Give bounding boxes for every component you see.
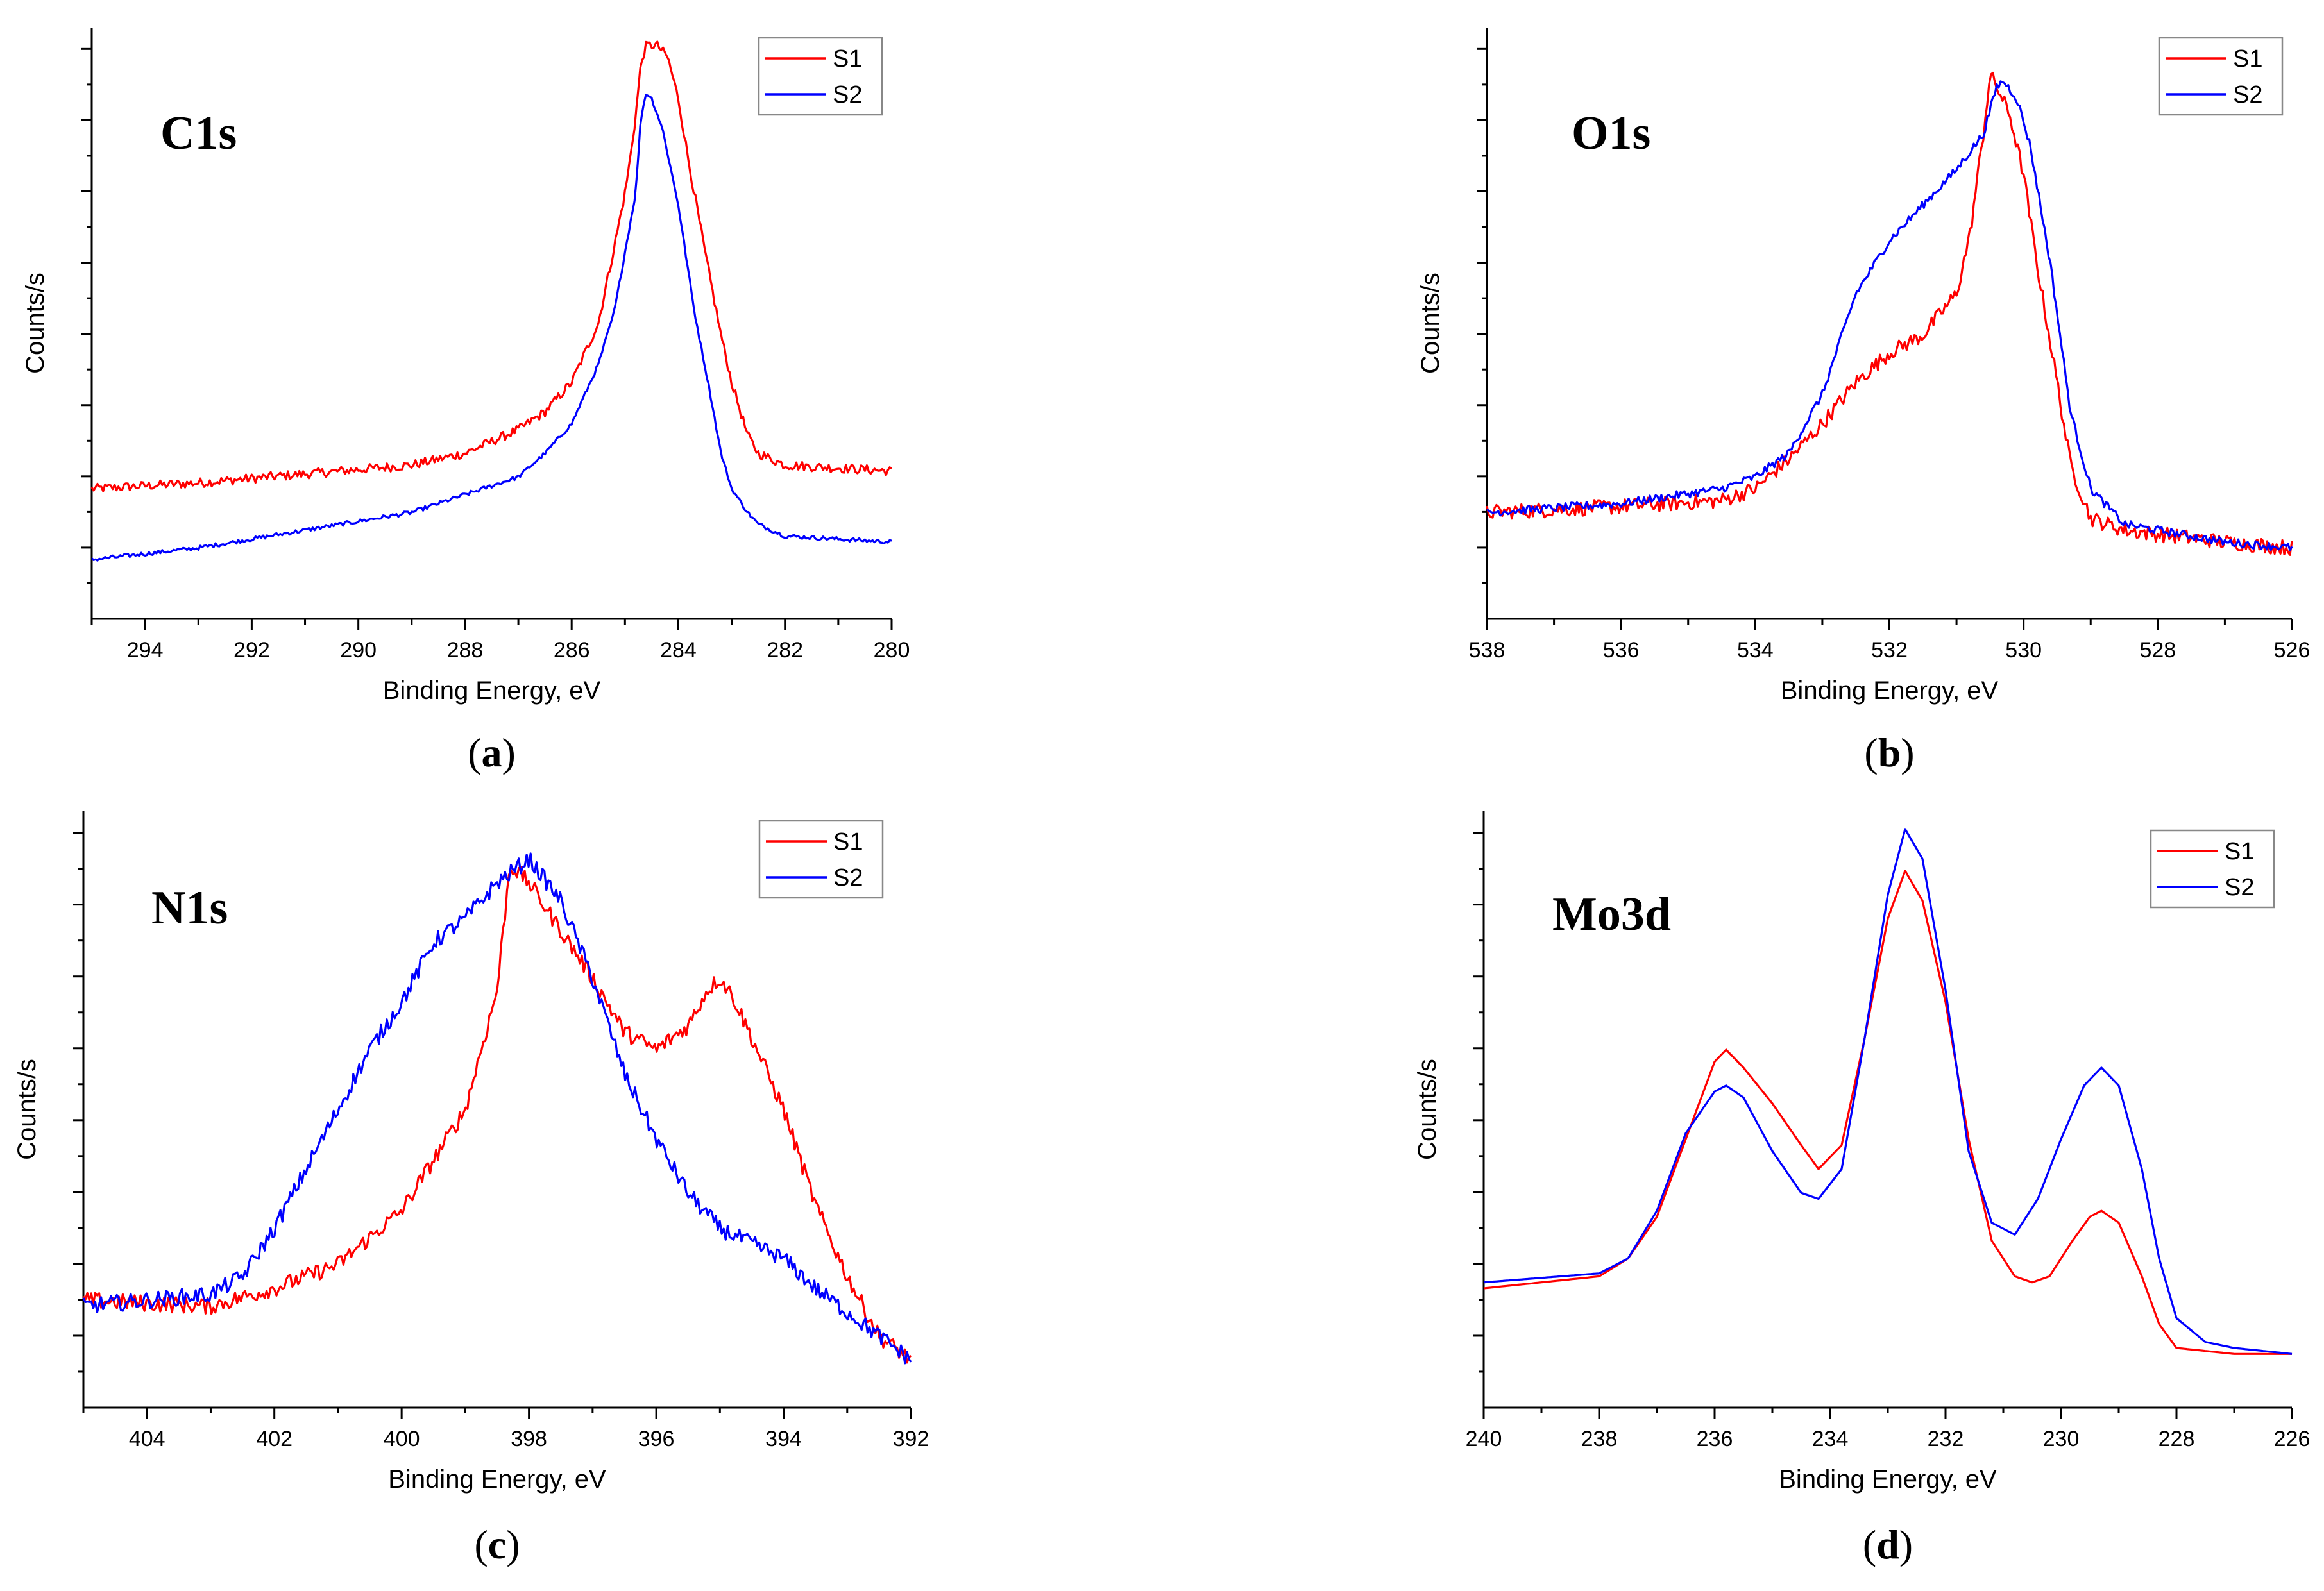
x-tick-label: 528 (2139, 638, 2176, 662)
x-tick-label: 292 (233, 638, 270, 662)
x-tick-label: 392 (893, 1427, 929, 1451)
series-line-s1 (1483, 870, 2292, 1355)
series-line-s1 (82, 866, 912, 1364)
x-tick-label: 400 (384, 1427, 420, 1451)
x-tick-label: 294 (127, 638, 164, 662)
legend-label-s2: S2 (833, 864, 863, 891)
panel-caption: (a) (468, 730, 516, 775)
panel-title: Mo3d (1552, 888, 1671, 941)
series-line-s2 (90, 94, 892, 562)
panel-caption: (b) (1864, 730, 1914, 775)
x-tick-label: 286 (554, 638, 590, 662)
legend-box (758, 820, 884, 899)
legend-label-s1: S1 (833, 829, 863, 855)
x-tick-label: 288 (447, 638, 484, 662)
caption-open-paren: ( (1864, 730, 1878, 775)
x-tick-label: 228 (2159, 1427, 2195, 1451)
x-axis-title: Binding Energy, eV (383, 677, 601, 705)
caption-close-paren: ) (1899, 1522, 1913, 1567)
legend-box (2158, 37, 2284, 116)
panel-caption: (d) (1863, 1522, 1913, 1567)
x-tick-label: 236 (1697, 1427, 1733, 1451)
legend-label-s1: S1 (2233, 46, 2262, 72)
caption-open-paren: ( (468, 730, 481, 775)
x-tick-label: 230 (2043, 1427, 2080, 1451)
caption-letter: c (488, 1522, 506, 1567)
x-tick-label: 534 (1737, 638, 1774, 662)
panel-title: O1s (1572, 107, 1650, 160)
x-tick-label: 284 (660, 638, 697, 662)
x-tick-label: 280 (874, 638, 910, 662)
caption-letter: d (1876, 1522, 1899, 1567)
x-tick-label: 536 (1603, 638, 1640, 662)
panel-a: 294 292 290 288 286 284 282 280 Binding Energy, … (21, 28, 910, 775)
x-tick-label: 394 (765, 1427, 802, 1451)
x-tick-label: 238 (1581, 1427, 1618, 1451)
caption-open-paren: ( (1863, 1522, 1876, 1567)
x-tick-label: 530 (2005, 638, 2042, 662)
caption-close-paren: ) (506, 1522, 520, 1567)
x-tick-label: 240 (1466, 1427, 1502, 1451)
x-tick-label: 402 (256, 1427, 293, 1451)
panel-title: C1s (160, 107, 237, 160)
x-tick-label: 396 (638, 1427, 675, 1451)
series-line-s1 (90, 40, 892, 492)
legend-label-s1: S1 (833, 46, 862, 72)
legend-box (758, 37, 883, 116)
legend-label-s2: S2 (2233, 81, 2262, 108)
legend-label-s2: S2 (833, 81, 862, 108)
caption-close-paren: ) (502, 730, 516, 775)
series-line-s2 (1486, 80, 2293, 551)
x-tick-label: 290 (340, 638, 377, 662)
panel-caption: (c) (474, 1522, 520, 1567)
x-tick-label: 404 (129, 1427, 165, 1451)
caption-letter: b (1878, 730, 1901, 775)
legend-label-s1: S1 (2225, 838, 2254, 865)
x-tick-label: 532 (1871, 638, 1908, 662)
x-tick-label: 234 (1812, 1427, 1849, 1451)
y-axis-title: Counts/s (21, 273, 49, 374)
x-axis-title: Binding Energy, eV (1779, 1465, 1997, 1494)
series-line-s2 (1483, 828, 2293, 1355)
x-tick-label: 526 (2274, 638, 2311, 662)
panel-d: 240 238 236 234 232 230 228 226 Binding Energy, … (1413, 811, 2310, 1567)
legend-box (2150, 829, 2275, 909)
x-tick-label: 398 (511, 1427, 547, 1451)
caption-close-paren: ) (1901, 730, 1914, 775)
series-line-s2 (82, 852, 912, 1365)
panel-b: 538 536 534 532 530 528 526 Binding Energy, eV C… (1416, 28, 2310, 775)
y-axis-title: Counts/s (13, 1059, 41, 1160)
x-tick-label: 538 (1469, 638, 1506, 662)
x-axis-title: Binding Energy, eV (388, 1465, 606, 1494)
x-tick-label: 226 (2274, 1427, 2311, 1451)
x-tick-label: 282 (767, 638, 803, 662)
y-axis-title: Counts/s (1413, 1059, 1441, 1160)
panel-c: 404 402 400 398 396 394 392 Binding Energy, eV C… (13, 811, 929, 1567)
y-axis-title: Counts/s (1416, 273, 1445, 374)
panel-title: N1s (151, 882, 228, 934)
caption-open-paren: ( (474, 1522, 488, 1567)
caption-letter: a (482, 730, 502, 775)
x-axis-title: Binding Energy, eV (1781, 677, 1999, 705)
legend-label-s2: S2 (2225, 874, 2254, 901)
x-tick-label: 232 (1928, 1427, 1964, 1451)
